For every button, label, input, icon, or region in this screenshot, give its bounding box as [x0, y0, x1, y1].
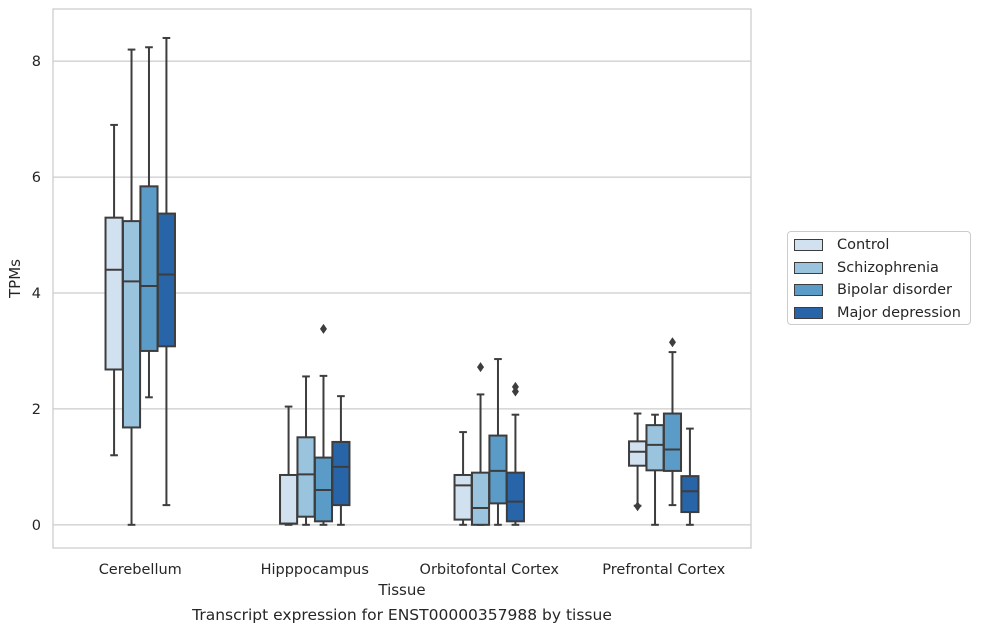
legend: Control Schizophrenia Bipolar disorder Majo…	[787, 231, 971, 325]
box-control	[279, 405, 299, 526]
legend-item: Bipolar disorder	[794, 280, 952, 300]
y-tick-label: 6	[32, 170, 41, 186]
x-tick-label: Orbitofontal Cortex	[420, 562, 560, 578]
iqr-box	[628, 440, 648, 467]
box-schizophrenia	[121, 48, 142, 526]
legend-swatch	[794, 239, 823, 251]
iqr-box	[662, 412, 683, 472]
iqr-box	[470, 471, 491, 526]
legend-swatch	[794, 284, 823, 296]
box-major-depression	[505, 381, 525, 526]
iqr-box	[104, 216, 124, 371]
box-bipolar-disorder	[488, 358, 508, 526]
outlier-marker	[668, 337, 676, 348]
iqr-box	[680, 475, 700, 514]
legend-label: Schizophrenia	[837, 259, 939, 276]
iqr-box	[279, 473, 299, 525]
box-schizophrenia	[296, 375, 316, 526]
y-tick-label: 8	[32, 54, 41, 70]
x-tick-label: Cerebellum	[99, 562, 182, 578]
box-major-depression	[680, 427, 700, 526]
x-tick-label: Prefrontal Cortex	[602, 562, 725, 578]
x-tick-labels: Cerebellum Hipppocampus Orbitofontal Corte…	[99, 562, 726, 578]
y-axis-title: TPMs	[6, 259, 24, 299]
iqr-box	[156, 212, 176, 348]
outlier-marker	[319, 323, 327, 334]
legend-label: Bipolar disorder	[837, 282, 952, 298]
legend-label: Control	[837, 237, 890, 253]
plot-area-frame	[52, 8, 752, 549]
iqr-box	[121, 220, 142, 429]
x-tick-label: Hipppocampus	[261, 562, 369, 578]
iqr-box	[488, 434, 508, 505]
y-tick-label: 2	[32, 402, 41, 418]
y-tick-label: 4	[32, 286, 41, 302]
box-control	[628, 412, 648, 512]
iqr-box	[296, 436, 316, 518]
x-axis-title: Tissue	[377, 581, 425, 599]
legend-swatch	[794, 306, 823, 319]
legend-swatch	[794, 261, 823, 274]
chart-caption: Transcript expression for ENST0000035798…	[192, 606, 612, 624]
box-bipolar-disorder	[662, 337, 683, 507]
iqr-box	[331, 440, 351, 507]
iqr-box	[505, 471, 525, 523]
iqr-box	[139, 185, 159, 352]
box-major-depression	[331, 395, 351, 526]
outlier-marker	[477, 362, 485, 373]
outlier-marker	[511, 381, 519, 392]
box-control	[453, 431, 473, 526]
box-major-depression	[156, 36, 176, 507]
box-schizophrenia	[645, 413, 665, 526]
box-schizophrenia	[470, 362, 491, 526]
outlier-marker	[634, 501, 642, 512]
y-tick-labels: 0 2 4 6 8	[32, 54, 41, 534]
iqr-box	[453, 473, 473, 521]
y-tick-label: 0	[32, 518, 41, 534]
legend-item: Control	[794, 235, 889, 255]
legend-label: Major depression	[837, 304, 961, 321]
box-bipolar-disorder	[139, 46, 159, 399]
legend-item: Major depression	[794, 303, 961, 323]
box-bipolar-disorder	[313, 323, 334, 526]
legend-item: Schizophrenia	[794, 258, 939, 278]
box-control	[104, 123, 124, 457]
iqr-box	[645, 424, 665, 472]
boxes	[104, 36, 700, 526]
